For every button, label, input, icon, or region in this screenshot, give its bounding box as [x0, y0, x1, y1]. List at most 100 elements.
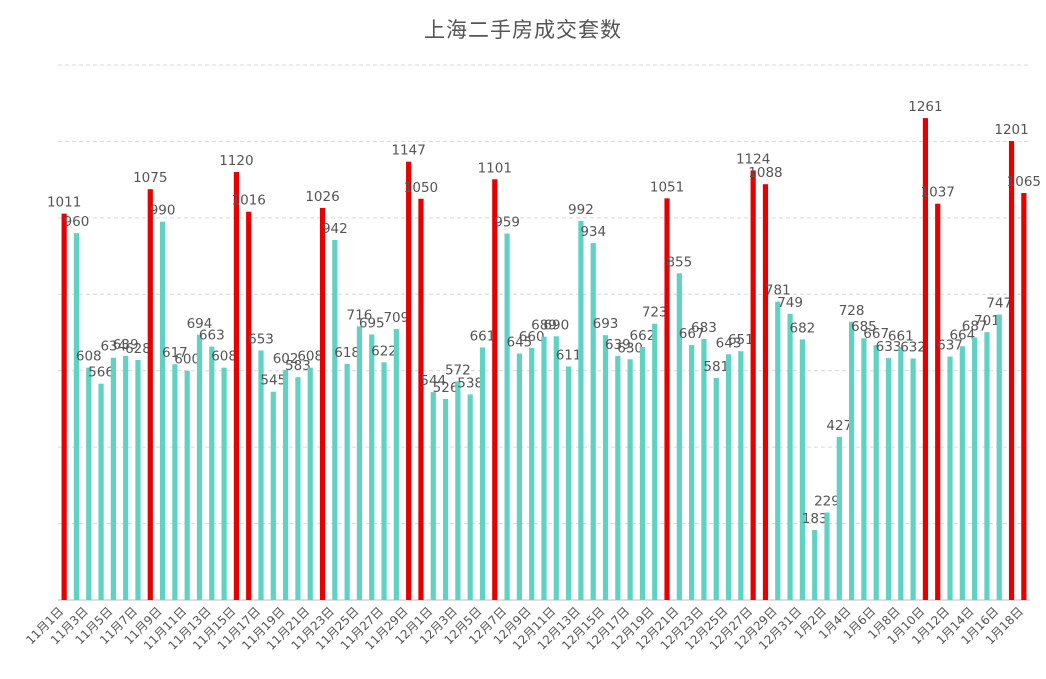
data-label: 1065: [1007, 174, 1041, 190]
data-label: 628: [125, 341, 151, 357]
bar: [972, 337, 978, 600]
bar: [98, 383, 104, 600]
data-label: 653: [248, 331, 274, 347]
data-label: 633: [876, 339, 902, 355]
bar: [184, 370, 190, 600]
data-label: 645: [506, 335, 532, 351]
bar: [529, 347, 535, 600]
data-label: 608: [76, 349, 102, 365]
bar: [885, 358, 892, 600]
bar: [578, 220, 584, 600]
bar: [836, 436, 842, 600]
data-label: 747: [986, 296, 1012, 312]
data-label: 1051: [650, 179, 684, 195]
bar: [86, 367, 92, 600]
data-label: 602: [273, 351, 299, 367]
data-label: 1120: [219, 153, 253, 169]
bar: [147, 189, 153, 600]
bar: [110, 357, 116, 600]
bar: [479, 347, 486, 600]
bar: [541, 336, 547, 600]
data-label: 942: [322, 221, 348, 237]
data-label: 637: [937, 338, 963, 354]
data-label: 693: [593, 316, 619, 332]
bar: [664, 198, 670, 600]
data-label: 667: [863, 326, 889, 342]
data-label: 1101: [478, 160, 512, 176]
bar: [319, 207, 326, 601]
data-label: 611: [556, 348, 582, 364]
data-label: 1124: [736, 151, 770, 167]
data-label: 934: [580, 224, 606, 240]
bar: [492, 179, 498, 600]
data-label: 617: [162, 345, 188, 361]
data-label: 687: [962, 318, 988, 334]
bar: [135, 360, 141, 600]
bar: [713, 377, 719, 600]
bar: [984, 332, 990, 600]
bar: [455, 381, 461, 600]
bar: [701, 339, 707, 600]
bar: [221, 367, 227, 600]
bar: [652, 323, 658, 600]
data-label: 538: [457, 375, 483, 391]
bar: [123, 355, 129, 600]
bar: [307, 367, 313, 600]
data-label: 663: [199, 328, 225, 344]
bar: [553, 336, 559, 600]
bar: [615, 355, 621, 600]
bar: [369, 334, 375, 600]
bar: [1021, 193, 1027, 600]
data-label: 695: [359, 315, 385, 331]
data-label: 427: [826, 418, 852, 434]
data-label: 749: [777, 295, 803, 311]
bar: [393, 329, 399, 600]
data-label: 716: [347, 307, 373, 323]
data-label: 608: [297, 349, 323, 365]
bar: [590, 243, 596, 600]
bar: [738, 351, 744, 600]
bar: [848, 321, 855, 600]
bar: [430, 392, 436, 600]
data-label: 660: [519, 329, 545, 345]
data-label: 661: [888, 328, 914, 344]
data-label: 728: [839, 303, 865, 319]
data-label: 723: [642, 305, 668, 321]
data-label: 183: [802, 511, 828, 527]
bar: [898, 347, 904, 600]
data-label: 581: [703, 359, 729, 375]
bar: [196, 334, 203, 600]
bar: [566, 366, 572, 600]
data-label: 583: [285, 358, 311, 374]
data-label: 600: [174, 352, 200, 368]
data-label: 701: [974, 313, 1000, 329]
bar: [258, 350, 264, 600]
data-label: 229: [814, 493, 840, 509]
data-label: 634: [100, 339, 126, 355]
bar: [344, 363, 350, 600]
bar: [676, 273, 682, 600]
bar: [947, 356, 953, 600]
bar: [787, 313, 793, 600]
bar: [996, 314, 1002, 600]
bar: [639, 347, 646, 600]
bar: [442, 398, 449, 600]
bar: [159, 221, 166, 600]
data-label: 855: [666, 254, 692, 270]
data-label: 1026: [305, 189, 339, 205]
bar: [824, 512, 830, 600]
bar: [381, 362, 387, 600]
bar: [861, 338, 867, 600]
bar: [172, 364, 178, 600]
data-label: 618: [334, 345, 360, 361]
bar: [246, 211, 252, 601]
data-label: 566: [88, 365, 114, 381]
bar: [910, 358, 916, 600]
bar: [209, 346, 215, 600]
data-label: 1088: [748, 165, 782, 181]
data-label: 639: [113, 337, 139, 353]
bar: [270, 391, 276, 600]
data-label: 643: [716, 335, 742, 351]
bar: [873, 345, 879, 600]
